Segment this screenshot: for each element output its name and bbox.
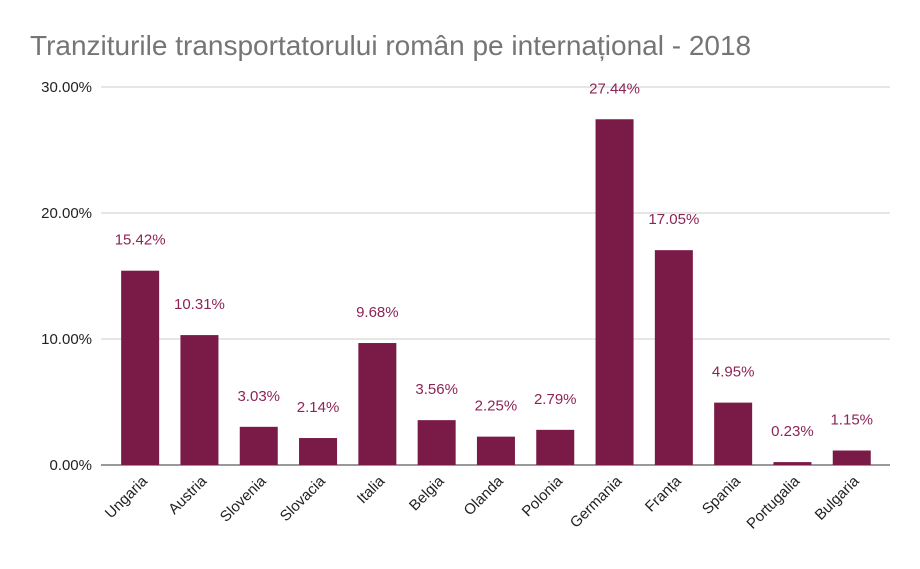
data-label: 1.15% [830,412,873,429]
x-tick-label: Bulgaria [812,472,863,523]
bar-polonia [536,429,575,465]
data-label: 3.03% [237,388,280,405]
y-tick-label: 20.00% [41,205,92,222]
x-tick-label: Ungaria [102,472,152,522]
bar-bulgaria [832,450,871,465]
data-label: 10.31% [174,296,225,313]
x-tick-label: Polonia [519,472,567,520]
data-label: 27.44% [589,80,640,97]
x-tick-label: Spania [699,472,745,518]
x-tick-label: Germania [567,472,626,531]
bar-germania [595,119,634,466]
bar-italia [358,343,397,465]
chart-title: Tranziturile transportatorului român pe … [30,30,751,61]
x-tick-label: Franța [642,472,685,515]
data-label: 2.25% [475,398,518,415]
bar-franța [654,250,693,465]
bar-belgia [417,420,456,465]
data-label: 2.79% [534,391,577,408]
y-tick-label: 10.00% [41,331,92,348]
bar-olanda [476,436,515,465]
x-tick-label: Italia [354,472,389,507]
bar-ungaria [121,270,160,465]
y-tick-label: 0.00% [49,457,92,474]
data-label: 4.95% [712,364,755,381]
x-tick-label: Olanda [461,472,508,519]
bar-portugalia [773,462,812,465]
x-tick-label: Belgia [406,472,448,514]
x-tick-label: Austria [165,472,210,517]
data-label: 0.23% [771,423,814,440]
data-label: 3.56% [415,381,458,398]
bar-slovacia [299,438,338,465]
bar-slovenia [239,426,278,465]
bar-austria [180,335,219,465]
x-tick-label: Slovenia [217,472,270,525]
data-label: 17.05% [648,211,699,228]
data-label: 9.68% [356,304,399,321]
data-label: 15.42% [115,232,166,249]
x-tick-label: Portugalia [743,472,803,532]
y-tick-label: 30.00% [41,79,92,96]
bar-spania [714,402,753,465]
data-label: 2.14% [297,399,340,416]
x-tick-label: Slovacia [277,472,330,525]
